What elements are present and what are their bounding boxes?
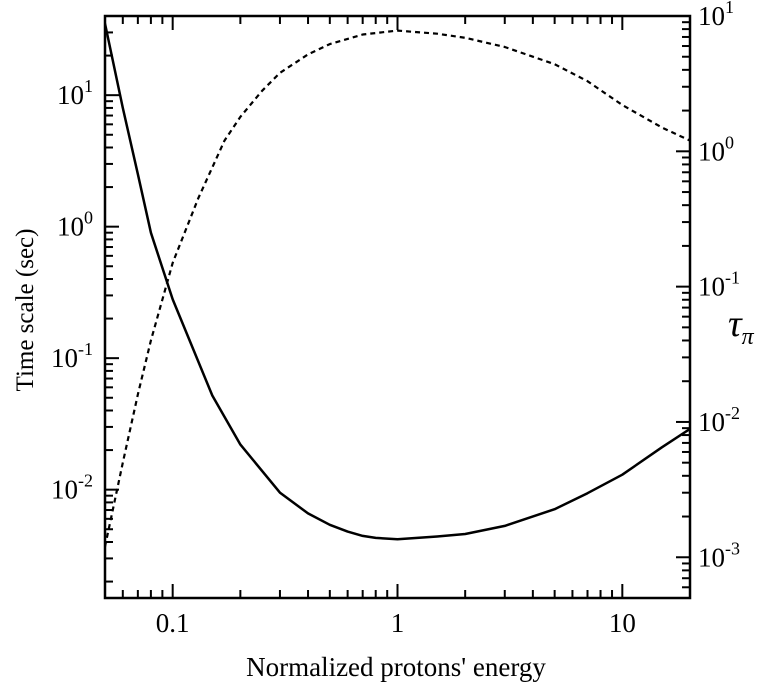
dashed-curve: [105, 29, 690, 547]
y-right-tick-label: 100: [698, 132, 734, 166]
y-right-tick-label: 10-1: [698, 268, 740, 302]
x-tick-label: 1: [391, 608, 405, 638]
y-right-tick-label: 10-2: [698, 403, 740, 437]
y-right-tick-label: 101: [698, 0, 734, 31]
x-axis-label: Normalized protons' energy: [246, 652, 546, 682]
y-left-tick-label: 101: [57, 76, 93, 110]
x-tick-label: 0.1: [156, 608, 190, 638]
y-left-tick-label: 10-2: [51, 471, 93, 505]
tick-labels-layer: 0.1 1 10 10-2 10-1 100 101 10-3 10-2 10-1 100 101: [51, 0, 740, 638]
y-axis-left-label: Time scale (sec): [12, 229, 39, 392]
y-axis-right-symbol: τ: [728, 303, 743, 345]
curves-layer: [105, 23, 690, 547]
y-axis-right-label: τπ: [728, 303, 755, 350]
y-left-tick-label: 10-1: [51, 339, 93, 373]
y-axis-right-subscript: π: [742, 324, 755, 350]
x-tick-label: 10: [609, 608, 636, 638]
ticks-layer: [104, 15, 691, 599]
y-left-tick-label: 100: [57, 208, 93, 242]
y-right-tick-label: 10-3: [698, 538, 740, 572]
solid-curve: [105, 23, 690, 541]
plot-frame: [103, 14, 692, 600]
